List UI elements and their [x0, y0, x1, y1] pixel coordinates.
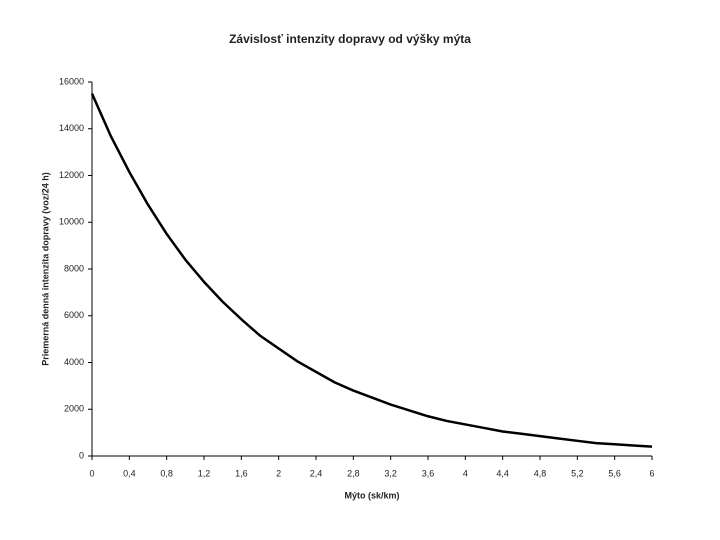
x-tick-label: 3,6 — [422, 468, 435, 478]
x-tick-label: 5,2 — [571, 468, 584, 478]
x-tick-label: 0,8 — [160, 468, 173, 478]
y-axis-label: Priemerná denná intenzita dopravy (voz/2… — [40, 172, 50, 366]
x-tick-label: 1,2 — [198, 468, 211, 478]
chart-title: Závislosť intenzity dopravy od výšky mýt… — [229, 32, 471, 46]
x-tick-label: 0 — [89, 468, 94, 478]
x-tick-label: 2,8 — [347, 468, 360, 478]
y-tick-label: 0 — [79, 450, 84, 460]
y-tick-label: 2000 — [64, 404, 84, 414]
y-tick-label: 12000 — [59, 170, 84, 180]
x-tick-label: 5,6 — [608, 468, 621, 478]
y-tick-label: 6000 — [64, 310, 84, 320]
y-tick-label: 8000 — [64, 263, 84, 273]
x-tick-label: 2 — [276, 468, 281, 478]
x-tick-label: 4,4 — [496, 468, 509, 478]
y-tick-label: 4000 — [64, 357, 84, 367]
x-tick-label: 0,4 — [123, 468, 136, 478]
x-axis-label: Mýto (sk/km) — [344, 490, 399, 500]
y-tick-label: 10000 — [59, 217, 84, 227]
x-tick-label: 6 — [649, 468, 654, 478]
x-tick-label: 3,2 — [384, 468, 397, 478]
x-tick-label: 1,6 — [235, 468, 248, 478]
x-tick-label: 4 — [463, 468, 468, 478]
y-tick-label: 16000 — [59, 76, 84, 86]
y-tick-label: 14000 — [59, 123, 84, 133]
x-tick-label: 2,4 — [310, 468, 323, 478]
data-line — [90, 93, 653, 448]
x-tick-label: 4,8 — [534, 468, 547, 478]
